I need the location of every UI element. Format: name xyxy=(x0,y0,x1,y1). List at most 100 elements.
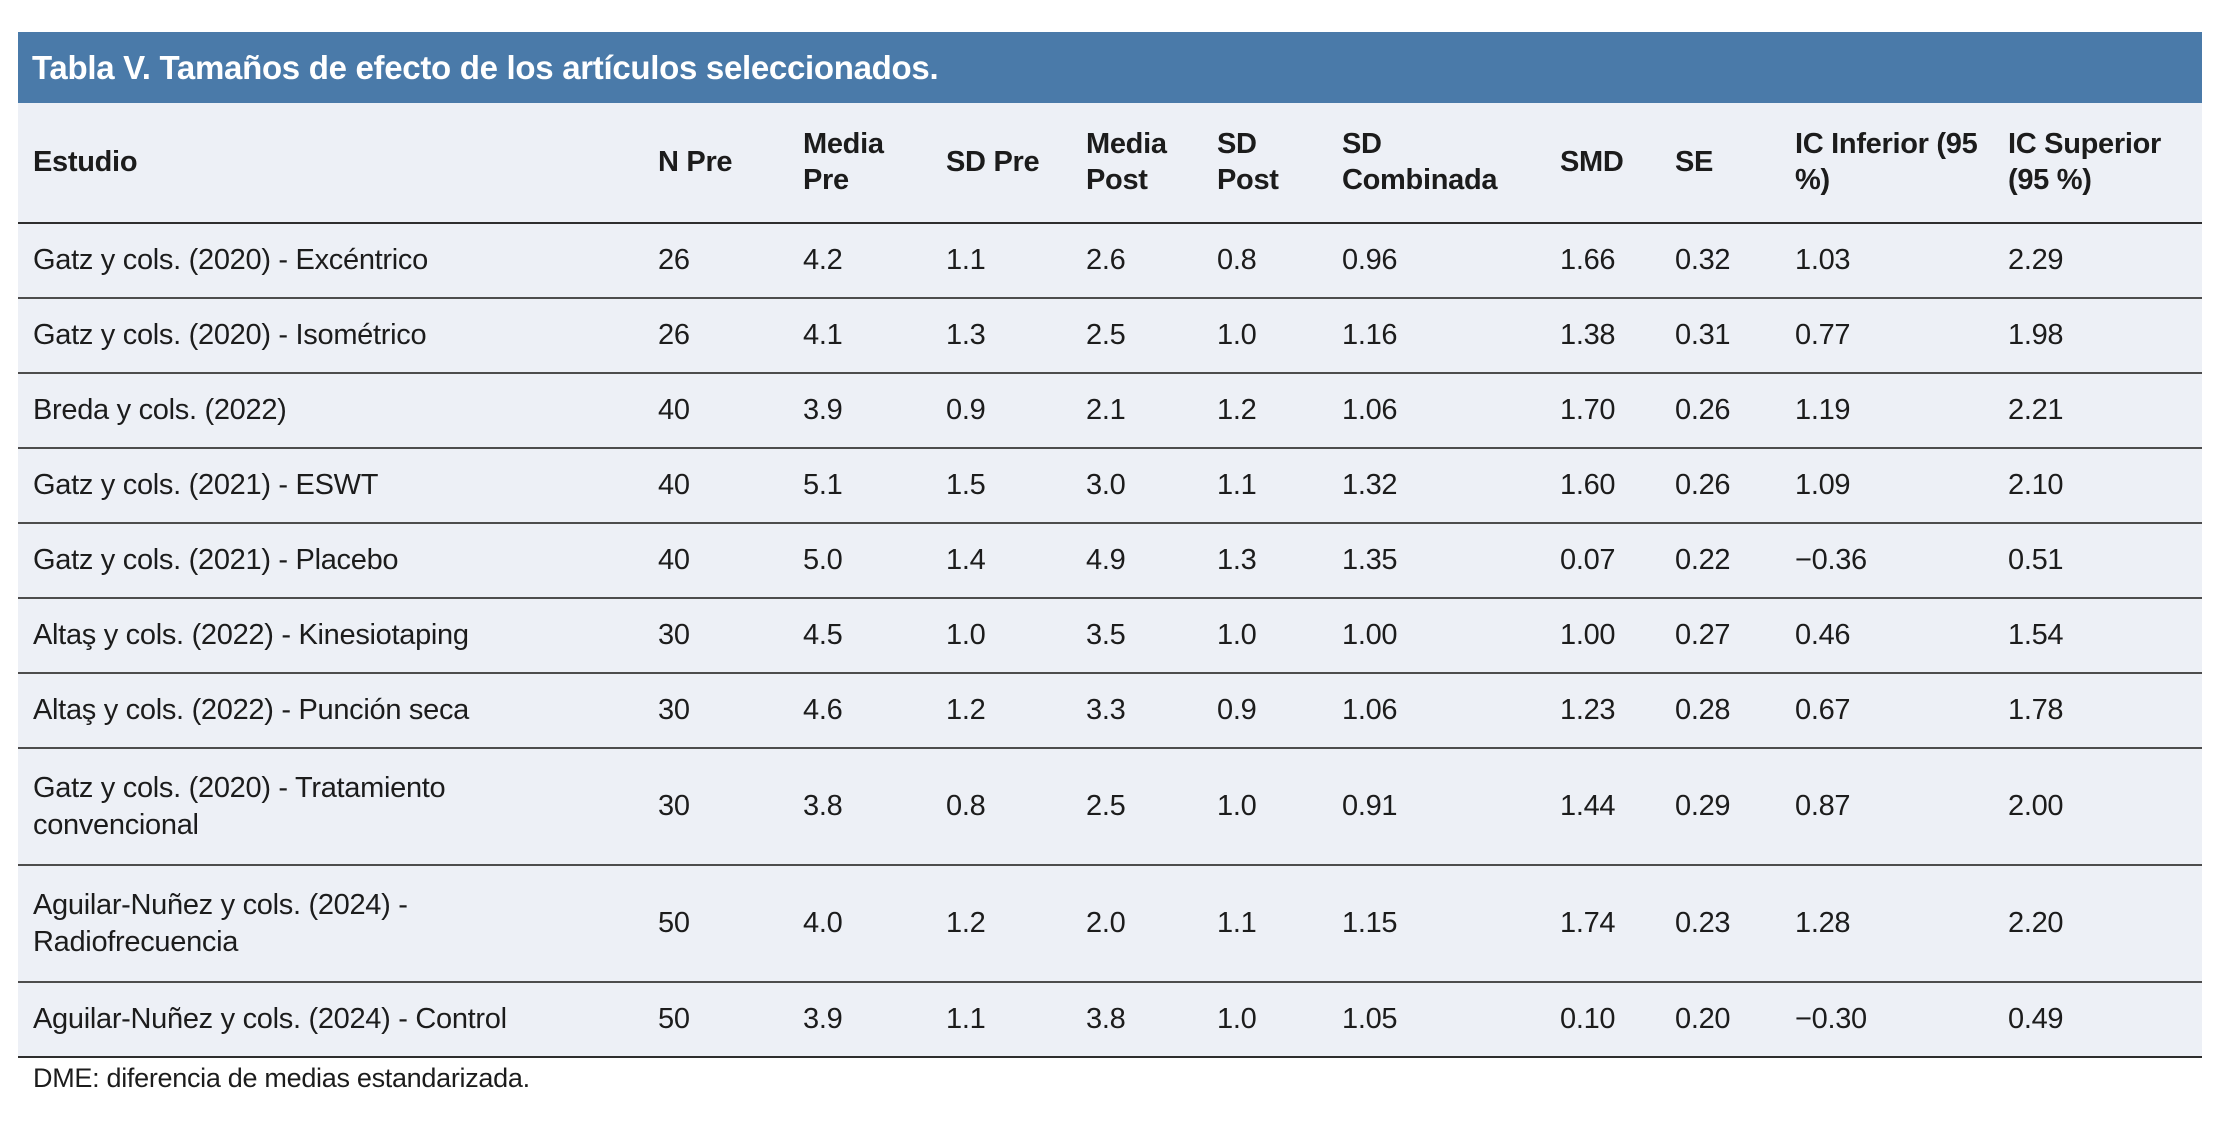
table-cell: 0.29 xyxy=(1675,747,1795,865)
table-cell: 1.60 xyxy=(1560,447,1675,523)
table-cell: 1.74 xyxy=(1560,864,1675,982)
table-cell: 1.2 xyxy=(946,672,1086,748)
table-cell: 3.9 xyxy=(803,372,946,448)
table-cell: 4.2 xyxy=(803,244,843,276)
table-cell: 0.22 xyxy=(1675,522,1795,598)
table-cell: 1.1 xyxy=(1217,447,1342,523)
table-row: Gatz y cols. (2021) - ESWT 40 5.1 1.5 3.… xyxy=(18,447,2202,523)
table-title-bar: Tabla V. Tamaños de efecto de los artícu… xyxy=(18,32,2202,103)
table-cell: 0.23 xyxy=(1675,864,1795,982)
table-cell: 30 xyxy=(658,747,803,865)
effects-table-container: Tabla V. Tamaños de efecto de los artícu… xyxy=(18,32,2202,1058)
table-cell: 3.0 xyxy=(1086,447,1217,523)
table-cell: 1.28 xyxy=(1795,864,2008,982)
table-cell: 1.4 xyxy=(946,522,1086,598)
table-row: Gatz y cols. (2020) - Excéntrico 26 4.2 … xyxy=(18,223,2202,298)
table-cell: 1.09 xyxy=(1795,447,2008,523)
table-cell: 1.23 xyxy=(1560,672,1675,748)
table-cell: 0.9 xyxy=(1217,672,1342,748)
table-cell: 1.00 xyxy=(1342,597,1560,673)
table-cell: 1.70 xyxy=(1560,372,1675,448)
table-cell: 40 xyxy=(658,372,803,448)
table-cell: 0.28 xyxy=(1675,672,1795,748)
table-cell: 1.0 xyxy=(946,597,1086,673)
table-row: Aguilar-Nuñez y cols. (2024) - Radiofrec… xyxy=(18,864,2202,982)
table-cell: 3.9 xyxy=(803,981,946,1058)
study-cell: Gatz y cols. (2021) - Placebo xyxy=(18,522,658,598)
table-cell: 2.10 xyxy=(2008,447,2202,523)
table-cell: 1.05 xyxy=(1342,981,1560,1058)
study-cell: Gatz y cols. (2020) - Tratamiento conven… xyxy=(18,747,658,865)
column-header-media-post: Media Post xyxy=(1086,103,1217,224)
table-cell: 0.77 xyxy=(1795,297,2008,373)
table-cell: 2.21 xyxy=(2008,372,2202,448)
table-cell: 50 xyxy=(658,864,803,982)
table-row: Aguilar-Nuñez y cols. (2024) - Control 5… xyxy=(18,981,2202,1058)
table-cell: 1.5 xyxy=(946,447,1086,523)
table-cell: 1.00 xyxy=(1560,597,1675,673)
table-cell: 26 xyxy=(658,244,690,276)
table-cell: 3.8 xyxy=(803,747,946,865)
table-cell: 40 xyxy=(658,447,803,523)
table-cell: 1.38 xyxy=(1560,297,1675,373)
study-cell: Aguilar-Nuñez y cols. (2024) - Radiofrec… xyxy=(18,864,658,982)
table-cell: 1.98 xyxy=(2008,297,2202,373)
table-cell: 1.44 xyxy=(1560,747,1675,865)
table-cell: 2.5 xyxy=(1086,297,1217,373)
study-cell: Altaş y cols. (2022) - Punción seca xyxy=(18,672,658,748)
table-cell: 0.31 xyxy=(1675,297,1795,373)
column-header-ic-superior: IC Superior (95 %) xyxy=(2008,103,2202,224)
table-cell: 0.49 xyxy=(2008,981,2202,1058)
column-header-ic-inferior: IC Inferior (95 %) xyxy=(1795,103,2008,224)
table-cell: 0.32 xyxy=(1675,244,1731,276)
column-header-sd-post: SD Post xyxy=(1217,103,1342,224)
column-header-estudio: Estudio xyxy=(18,103,658,224)
table-cell: 4.6 xyxy=(803,672,946,748)
table-cell: 3.5 xyxy=(1086,597,1217,673)
table-cell: 4.0 xyxy=(803,864,946,982)
table-cell: 26 xyxy=(658,297,803,373)
table-cell: 5.1 xyxy=(803,447,946,523)
study-cell: Breda y cols. (2022) xyxy=(18,372,658,448)
table-cell: 0.91 xyxy=(1342,747,1560,865)
table-row: Gatz y cols. (2020) - Isométrico 26 4.1 … xyxy=(18,297,2202,373)
table-cell: 0.8 xyxy=(946,747,1086,865)
table-cell: 1.2 xyxy=(1217,372,1342,448)
table-cell: 4.1 xyxy=(803,297,946,373)
table-cell: 0.67 xyxy=(1795,672,2008,748)
table-footnote: DME: diferencia de medias estandarizada. xyxy=(33,1063,530,1093)
table-row: Gatz y cols. (2020) - Tratamiento conven… xyxy=(18,747,2202,865)
table-cell: −0.30 xyxy=(1795,981,2008,1058)
table-cell: 4.5 xyxy=(803,597,946,673)
table-cell: 0.27 xyxy=(1675,597,1795,673)
table-cell: 0.20 xyxy=(1675,981,1795,1058)
table-cell: 0.8 xyxy=(1217,244,1257,276)
column-header-smd: SMD xyxy=(1560,103,1675,224)
table-cell: 30 xyxy=(658,597,803,673)
table-cell: 1.32 xyxy=(1342,447,1560,523)
table-row: Breda y cols. (2022) 40 3.9 0.9 2.1 1.2 … xyxy=(18,372,2202,448)
table-cell: 0.07 xyxy=(1560,522,1675,598)
table-cell: 0.10 xyxy=(1560,981,1675,1058)
table-cell: 30 xyxy=(658,672,803,748)
table-cell: 1.2 xyxy=(946,864,1086,982)
study-cell: Aguilar-Nuñez y cols. (2024) - Control xyxy=(18,981,658,1058)
table-title: Tabla V. Tamaños de efecto de los artícu… xyxy=(32,49,939,86)
table-row: Gatz y cols. (2021) - Placebo 40 5.0 1.4… xyxy=(18,522,2202,598)
table-cell: 1.1 xyxy=(946,244,986,276)
study-cell: Gatz y cols. (2021) - ESWT xyxy=(18,447,658,523)
column-header-sd-combinada: SD Combinada xyxy=(1342,103,1560,224)
table-cell: 2.00 xyxy=(2008,747,2202,865)
table-cell: 1.54 xyxy=(2008,597,2202,673)
table-cell: 2.1 xyxy=(1086,372,1217,448)
table-cell: 0.51 xyxy=(2008,522,2202,598)
table-cell: −0.36 xyxy=(1795,522,2008,598)
table-cell: 2.20 xyxy=(2008,864,2202,982)
table-cell: 1.0 xyxy=(1217,597,1342,673)
table-cell: 40 xyxy=(658,522,803,598)
effects-table: Estudio N Pre Media Pre SD Pre Media Pos… xyxy=(18,103,2202,1058)
table-cell: 1.19 xyxy=(1795,372,2008,448)
table-cell: 1.35 xyxy=(1342,522,1560,598)
table-cell: 2.0 xyxy=(1086,864,1217,982)
column-header-sd-pre: SD Pre xyxy=(946,103,1086,224)
